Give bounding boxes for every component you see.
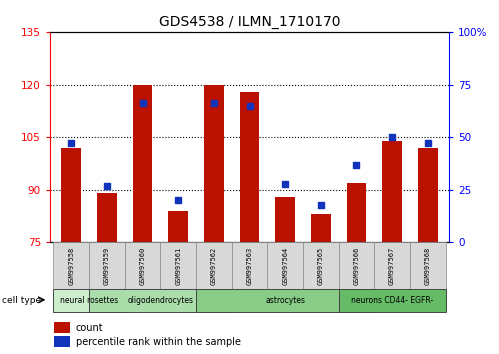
Bar [54, 336, 70, 347]
Bar [89, 242, 125, 289]
Text: oligodendrocytes: oligodendrocytes [127, 296, 194, 304]
Point [281, 181, 289, 186]
Text: GSM997564: GSM997564 [282, 246, 288, 285]
Text: GSM997560: GSM997560 [140, 246, 146, 285]
Bar [204, 85, 224, 242]
Bar [275, 197, 295, 242]
Bar [374, 242, 410, 289]
Text: cell type: cell type [2, 296, 41, 305]
Bar [89, 289, 232, 312]
Bar [169, 211, 188, 242]
Bar [125, 242, 160, 289]
Point [317, 202, 325, 207]
Bar [53, 242, 89, 289]
Bar [61, 148, 81, 242]
Point [139, 101, 147, 106]
Bar [232, 242, 267, 289]
Point [67, 141, 75, 146]
Bar [97, 193, 117, 242]
Bar [303, 242, 339, 289]
Text: neurons CD44- EGFR-: neurons CD44- EGFR- [351, 296, 433, 304]
Bar [339, 289, 446, 312]
Point [424, 141, 432, 146]
Text: GSM997566: GSM997566 [353, 246, 359, 285]
Text: GSM997565: GSM997565 [318, 246, 324, 285]
Text: GSM997561: GSM997561 [175, 246, 181, 285]
Point [246, 103, 253, 108]
Text: neural rosettes: neural rosettes [60, 296, 118, 304]
Point [388, 135, 396, 140]
Bar [347, 183, 366, 242]
Point [210, 101, 218, 106]
Text: percentile rank within the sample: percentile rank within the sample [76, 337, 241, 347]
Text: GSM997567: GSM997567 [389, 246, 395, 285]
Bar [133, 85, 152, 242]
Bar [267, 242, 303, 289]
Point [174, 198, 182, 203]
Bar [311, 215, 330, 242]
Bar [160, 242, 196, 289]
Text: count: count [76, 322, 103, 332]
Bar [418, 148, 438, 242]
Text: GSM997562: GSM997562 [211, 246, 217, 285]
Bar [54, 322, 70, 333]
Text: GSM997558: GSM997558 [68, 246, 74, 285]
Bar [53, 289, 125, 312]
Text: astrocytes: astrocytes [265, 296, 305, 304]
Bar [196, 242, 232, 289]
Bar [339, 242, 374, 289]
Point [352, 162, 360, 167]
Bar [410, 242, 446, 289]
Text: GSM997568: GSM997568 [425, 246, 431, 285]
Point [103, 183, 111, 188]
Bar [240, 92, 259, 242]
Text: GSM997559: GSM997559 [104, 246, 110, 285]
Bar [196, 289, 374, 312]
Text: GSM997563: GSM997563 [247, 246, 252, 285]
Title: GDS4538 / ILMN_1710170: GDS4538 / ILMN_1710170 [159, 16, 340, 29]
Bar [382, 141, 402, 242]
